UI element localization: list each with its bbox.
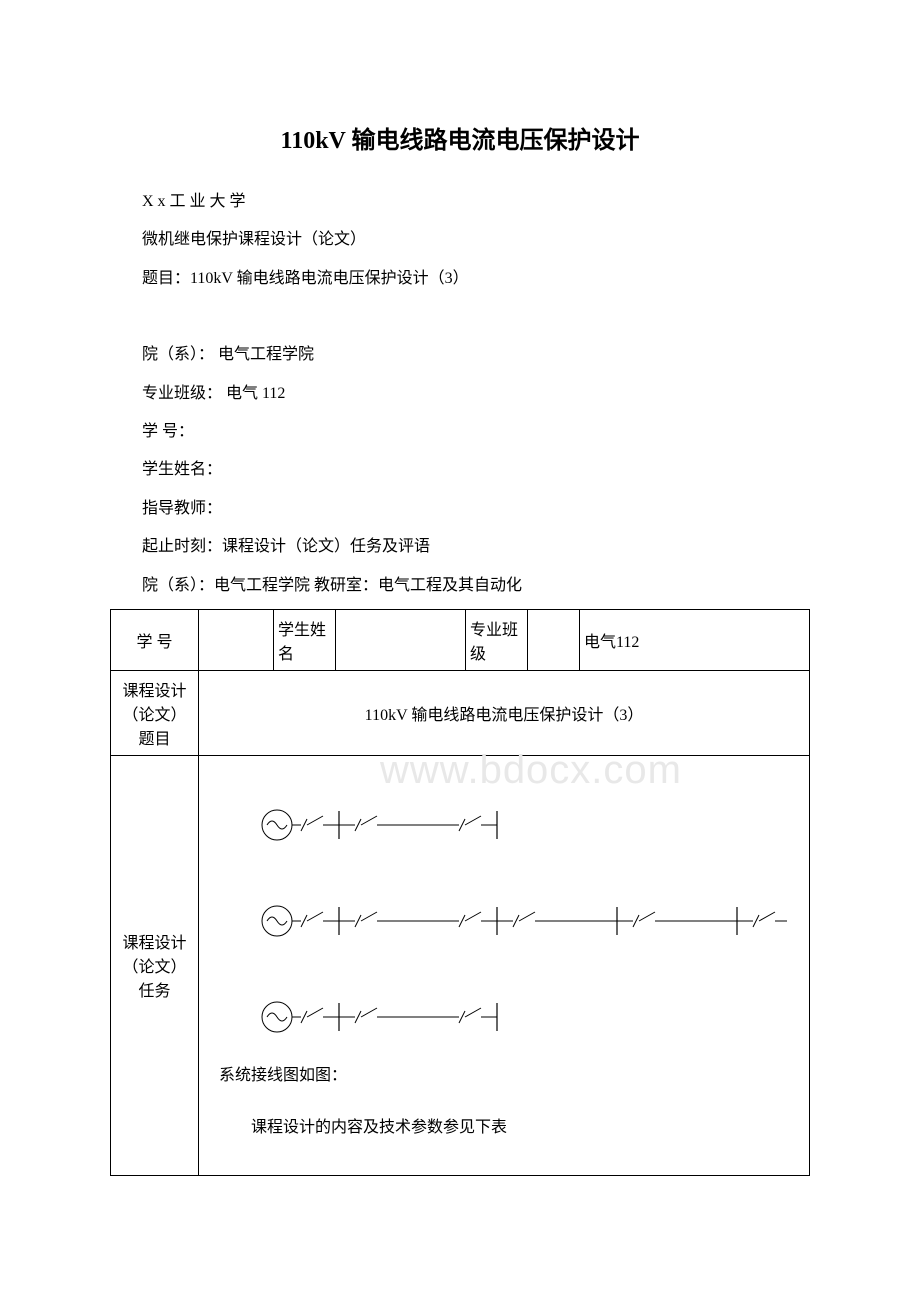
table-row: 课程设计（论文）任务	[111, 755, 810, 1175]
cell-class-label: 专业班级	[466, 609, 528, 670]
cell-topic-value: 110kV 输电线路电流电压保护设计（3）	[199, 670, 810, 755]
circuit-diagram-1	[259, 805, 579, 845]
advisor-line: 指导教师：	[110, 490, 810, 528]
topic-line: 题目：110kV 输电线路电流电压保护设计（3）	[110, 260, 810, 298]
course-line: 微机继电保护课程设计（论文）	[110, 221, 810, 259]
cell-student-name-label: 学生姓名	[274, 609, 336, 670]
diagram-note: 课程设计的内容及技术参数参见下表	[219, 1113, 789, 1137]
circuit-diagram-3	[259, 997, 579, 1037]
document-title: 110kV 输电线路电流电压保护设计	[110, 120, 810, 155]
class-line: 专业班级： 电气 112	[110, 375, 810, 413]
dept-room-line: 院（系）：电气工程学院 教研室：电气工程及其自动化	[110, 567, 810, 605]
university-line: X x 工 业 大 学	[110, 183, 810, 221]
dept-line: 院（系）： 电气工程学院	[110, 336, 810, 374]
cell-student-name-value	[336, 609, 466, 670]
circuit-row-2	[259, 901, 789, 941]
cell-student-id-value	[199, 609, 274, 670]
student-id-line: 学 号：	[110, 413, 810, 451]
cell-task-diagram: 系统接线图如图： 课程设计的内容及技术参数参见下表	[199, 755, 810, 1175]
circuit-row-3	[259, 997, 789, 1037]
circuit-diagram-2	[259, 901, 789, 941]
time-line: 起止时刻：课程设计（论文）任务及评语	[110, 528, 810, 566]
table-row: 课程设计（论文）题目 110kV 输电线路电流电压保护设计（3）	[111, 670, 810, 755]
table-row: 学 号 学生姓名 专业班级 电气112	[111, 609, 810, 670]
circuit-row-1	[259, 805, 789, 845]
cell-class-value	[528, 609, 580, 670]
cell-topic-label: 课程设计（论文）题目	[111, 670, 199, 755]
cell-student-id-label: 学 号	[111, 609, 199, 670]
diagram-caption: 系统接线图如图：	[219, 1061, 789, 1085]
student-name-line: 学生姓名：	[110, 451, 810, 489]
cell-class-value2: 电气112	[580, 609, 810, 670]
cell-task-label: 课程设计（论文）任务	[111, 755, 199, 1175]
info-table: 学 号 学生姓名 专业班级 电气112 课程设计（论文）题目 110kV 输电线…	[110, 609, 810, 1176]
